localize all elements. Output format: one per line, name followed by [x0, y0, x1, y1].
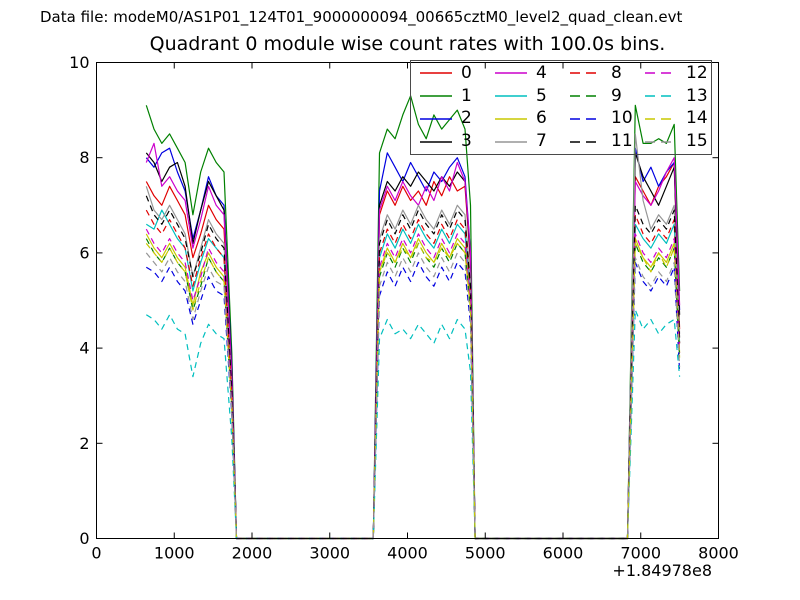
y-tick-label: 0 [79, 529, 89, 548]
x-tick-label: 6000 [543, 544, 584, 563]
series-line-9 [145, 238, 681, 540]
series-line-5 [145, 209, 681, 540]
legend-swatch-13 [645, 95, 677, 97]
series-line-7 [145, 133, 681, 540]
legend-swatch-11 [570, 140, 602, 143]
series-line-14 [145, 242, 681, 540]
legend-item-7: 7 [486, 131, 561, 153]
legend-item-label: 3 [461, 131, 472, 152]
legend-item-label: 11 [611, 131, 633, 152]
legend-swatch-9 [570, 95, 602, 97]
y-tick-label: 6 [79, 243, 89, 262]
legend-item-13: 13 [636, 85, 711, 107]
series-line-3 [145, 152, 681, 540]
x-tick-label: 0 [91, 544, 101, 563]
legend-column: 8 9 10 11 [561, 61, 636, 154]
datafile-text: Data file: modeM0/AS1P01_124T01_90000000… [40, 8, 683, 26]
series-line-8 [145, 209, 681, 540]
legend-item-label: 6 [536, 108, 547, 129]
legend-item-label: 15 [686, 131, 708, 152]
series-line-10 [145, 261, 681, 540]
chart-title: Quadrant 0 module wise count rates with … [149, 33, 666, 55]
x-tick-label: 3000 [309, 544, 350, 563]
legend-item-14: 14 [636, 108, 711, 130]
legend-item-label: 10 [611, 108, 633, 129]
legend-item-9: 9 [561, 85, 636, 107]
x-tick-label: 2000 [232, 544, 273, 563]
legend-swatch-14 [645, 118, 677, 120]
legend-item-label: 1 [461, 85, 472, 106]
series-line-12 [145, 228, 681, 540]
legend-item-5: 5 [486, 85, 561, 107]
legend-item-label: 12 [686, 62, 708, 83]
legend-item-1: 1 [411, 85, 486, 107]
legend-item-label: 8 [611, 62, 622, 83]
x-tick-label: 1000 [154, 544, 195, 563]
legend-swatch-0 [420, 72, 452, 75]
legend-swatch-7 [495, 140, 527, 143]
legend-item-label: 7 [536, 131, 547, 152]
legend-swatch-4 [495, 72, 527, 75]
legend-column: 12 13 14 15 [636, 61, 711, 154]
legend-swatch-6 [495, 118, 527, 120]
x-tick-label: 7000 [620, 544, 661, 563]
legend-item-8: 8 [561, 62, 636, 84]
legend-item-0: 0 [411, 62, 486, 84]
legend-swatch-2 [420, 118, 452, 120]
x-tick-label: 8000 [698, 544, 739, 563]
legend-item-label: 2 [461, 108, 472, 129]
y-tick-label: 10 [69, 53, 89, 72]
legend-item-label: 0 [461, 62, 472, 83]
legend-item-12: 12 [636, 62, 711, 84]
legend-swatch-10 [570, 118, 602, 120]
legend: 0 1 2 3 4 5 6 7 8 9 10 11 12 13 14 15 [410, 60, 712, 155]
legend-item-4: 4 [486, 62, 561, 84]
legend-swatch-12 [645, 72, 677, 75]
legend-swatch-5 [495, 95, 527, 97]
legend-item-11: 11 [561, 131, 636, 153]
legend-item-10: 10 [561, 108, 636, 130]
legend-swatch-3 [420, 140, 452, 143]
series-line-0 [145, 161, 681, 540]
x-tick-label: 4000 [387, 544, 428, 563]
legend-item-label: 9 [611, 85, 622, 106]
legend-swatch-8 [570, 72, 602, 75]
series-line-1 [145, 95, 681, 540]
legend-item-label: 5 [536, 85, 547, 106]
series-line-4 [145, 142, 681, 540]
legend-item-label: 4 [536, 62, 547, 83]
legend-item-6: 6 [486, 108, 561, 130]
legend-swatch-15 [645, 140, 677, 143]
x-axis-offset-label: +1.84978e8 [612, 561, 712, 580]
series-line-6 [145, 233, 681, 540]
y-tick-label: 8 [79, 148, 89, 167]
legend-item-label: 14 [686, 108, 708, 129]
legend-item-3: 3 [411, 131, 486, 153]
y-tick-label: 4 [79, 339, 89, 358]
x-tick-label: 5000 [465, 544, 506, 563]
legend-item-15: 15 [636, 131, 711, 153]
legend-item-2: 2 [411, 108, 486, 130]
legend-item-label: 13 [686, 85, 708, 106]
series-line-13 [145, 309, 681, 540]
y-tick-label: 2 [79, 434, 89, 453]
legend-swatch-1 [420, 95, 452, 97]
series-line-2 [145, 147, 681, 540]
